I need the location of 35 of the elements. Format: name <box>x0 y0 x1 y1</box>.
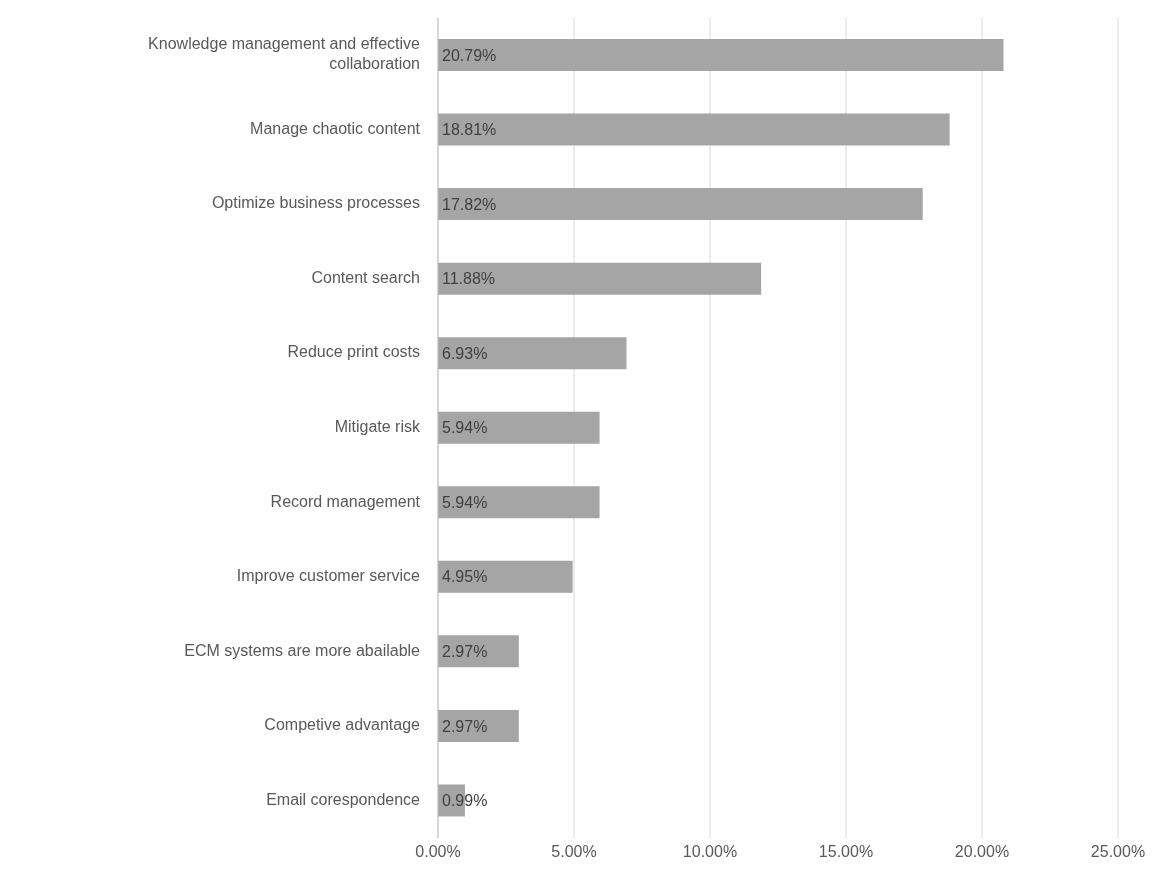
y-tick-label: Content search <box>311 269 420 287</box>
bar <box>438 560 573 593</box>
bar <box>438 262 762 295</box>
y-tick-label: Reduce print costs <box>287 343 420 361</box>
bar <box>438 188 923 221</box>
data-label: 18.81% <box>442 121 497 139</box>
y-tick-label: Mitigate risk <box>334 418 421 436</box>
x-tick-label: 25.00% <box>1090 843 1146 861</box>
y-tick-label: ECM systems are more abailable <box>184 641 421 659</box>
y-tick-label: Improve customer service <box>236 567 421 585</box>
x-tick-label: 20.00% <box>954 843 1010 861</box>
data-label: 2.97% <box>442 717 488 735</box>
bar <box>438 39 1004 71</box>
x-tick-label: 10.00% <box>682 843 738 861</box>
y-tick-label: Competive advantage <box>264 716 421 734</box>
bar <box>438 113 950 146</box>
data-label: 2.97% <box>442 643 488 661</box>
data-label: 4.95% <box>442 568 488 586</box>
x-tick-label: 15.00% <box>818 843 874 861</box>
y-tick-label: Record management <box>270 492 421 510</box>
x-tick-label: 0.00% <box>415 843 461 861</box>
y-tick-label: Optimize business processes <box>211 194 420 212</box>
data-label: 17.82% <box>442 195 497 213</box>
data-label: 6.93% <box>442 344 488 362</box>
data-label: 5.94% <box>442 419 488 437</box>
y-tick-label: Knowledge management and effective collaboration <box>148 35 421 73</box>
bar <box>438 337 627 370</box>
y-tick-label: Manage chaotic content <box>250 120 421 138</box>
y-tick-label: Email corespondence <box>266 790 421 808</box>
data-label: 11.88% <box>442 270 496 288</box>
data-label: 20.79% <box>442 46 497 64</box>
bar <box>438 411 600 444</box>
bar <box>438 486 600 519</box>
data-label: 5.94% <box>442 493 488 511</box>
x-tick-label: 5.00% <box>551 843 597 861</box>
